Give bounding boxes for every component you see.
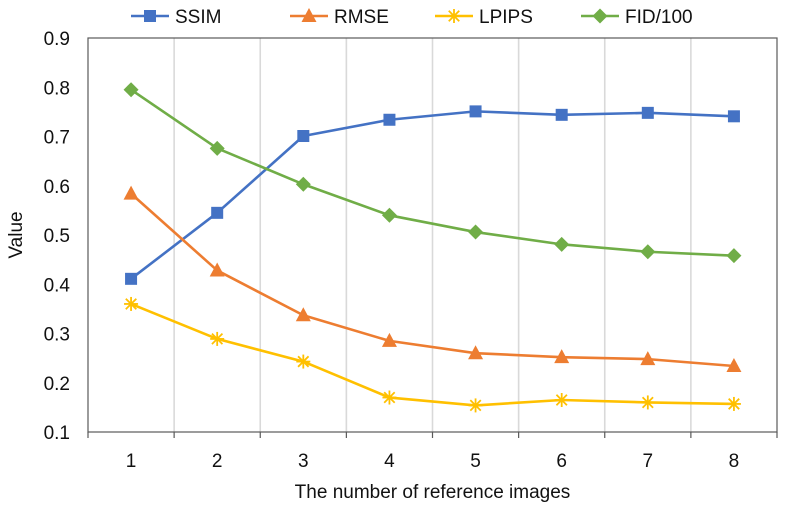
data-point-ssim — [469, 105, 482, 118]
marker-stroke — [469, 399, 482, 412]
y-tick-label: 0.3 — [44, 325, 70, 346]
series-lpips — [124, 296, 741, 413]
data-point-lpips — [468, 398, 483, 413]
data-point-lpips — [296, 354, 311, 369]
series-line-fid-100 — [130, 88, 734, 257]
data-point-lpips — [382, 390, 397, 405]
series-line-rmse — [130, 192, 735, 368]
x-tick-label: 5 — [470, 451, 481, 472]
y-axis-title: Value — [6, 211, 27, 258]
marker-stroke — [125, 298, 137, 310]
legend-label-rmse: RMSE — [334, 7, 389, 28]
data-point-rmse — [209, 262, 225, 277]
marker-stroke — [448, 10, 460, 22]
data-point-lpips — [124, 296, 139, 311]
x-axis-title: The number of reference images — [295, 482, 571, 503]
data-point-fid-100 — [295, 176, 311, 192]
y-tick-label: 0.6 — [44, 177, 70, 198]
series-line-ssim — [130, 110, 734, 280]
legend-marker — [592, 8, 608, 24]
series-fid-100 — [123, 82, 742, 264]
grid-lines — [173, 38, 692, 432]
series-rmse — [123, 185, 742, 373]
data-point-fid-100 — [381, 207, 397, 223]
data-point-lpips — [640, 395, 655, 410]
x-tick-label: 4 — [384, 451, 395, 472]
series-ssim — [125, 105, 740, 285]
y-tick-label: 0.5 — [44, 226, 70, 247]
data-point-ssim — [297, 130, 310, 143]
legend-label-lpips: LPIPS — [479, 7, 533, 28]
data-point-rmse — [726, 358, 742, 373]
data-point-fid-100 — [209, 140, 225, 156]
x-tick-label: 8 — [729, 451, 740, 472]
axes: 1 2 3 4 5 6 7 8 0.1 0.2 0.3 0.4 0.5 0.6 0.7 0.8 0.9 — [44, 29, 778, 472]
x-tick-label: 1 — [126, 451, 137, 472]
data-point-rmse — [123, 185, 139, 200]
y-tick-label: 0.4 — [44, 275, 71, 296]
y-tick-label: 0.9 — [44, 29, 70, 50]
legend-marker — [301, 8, 317, 22]
data-point-lpips — [726, 396, 741, 411]
data-point-lpips — [554, 392, 569, 407]
legend-marker — [447, 9, 461, 23]
data-point-ssim — [383, 113, 396, 126]
marker-stroke — [383, 391, 396, 404]
data-point-ssim — [555, 108, 568, 121]
x-tick-label: 3 — [298, 451, 309, 472]
data-point-fid-100 — [726, 248, 742, 264]
y-tick-label: 0.8 — [44, 78, 70, 99]
data-point-ssim — [211, 206, 224, 219]
legend-label-fid-100: FID/100 — [625, 7, 693, 28]
data-point-rmse — [640, 351, 656, 366]
data-point-ssim — [125, 272, 138, 285]
legend-marker — [144, 10, 156, 22]
data-point-fid-100 — [468, 224, 484, 240]
series-line-lpips — [130, 302, 734, 407]
data-point-rmse — [554, 349, 570, 364]
marker-stroke — [555, 394, 568, 406]
x-tick-label: 6 — [556, 451, 567, 472]
marker-stroke — [641, 396, 654, 409]
x-tick-label: 2 — [212, 451, 223, 472]
data-point-rmse — [295, 307, 311, 322]
y-tick-label: 0.1 — [44, 423, 70, 444]
series-group — [123, 82, 742, 413]
marker-stroke — [297, 355, 310, 368]
data-point-ssim — [727, 110, 740, 123]
legend: SSIM RMSE LPIPS FID/100 — [131, 7, 693, 28]
legend-item-fid-100: FID/100 — [581, 7, 693, 28]
legend-label-ssim: SSIM — [175, 7, 221, 28]
data-point-rmse — [468, 345, 484, 360]
legend-item-lpips: LPIPS — [435, 7, 533, 28]
data-point-fid-100 — [554, 236, 570, 252]
x-tick-label: 7 — [643, 451, 654, 472]
data-point-fid-100 — [123, 82, 139, 98]
data-point-rmse — [381, 332, 397, 347]
legend-item-rmse: RMSE — [290, 7, 389, 28]
y-tick-label: 0.2 — [44, 374, 70, 395]
data-point-fid-100 — [640, 244, 656, 260]
legend-item-ssim: SSIM — [131, 7, 221, 28]
data-point-lpips — [210, 331, 225, 346]
y-tick-label: 0.7 — [44, 128, 70, 149]
marker-stroke — [211, 333, 224, 345]
data-point-ssim — [641, 106, 654, 119]
marker-stroke — [728, 398, 740, 410]
